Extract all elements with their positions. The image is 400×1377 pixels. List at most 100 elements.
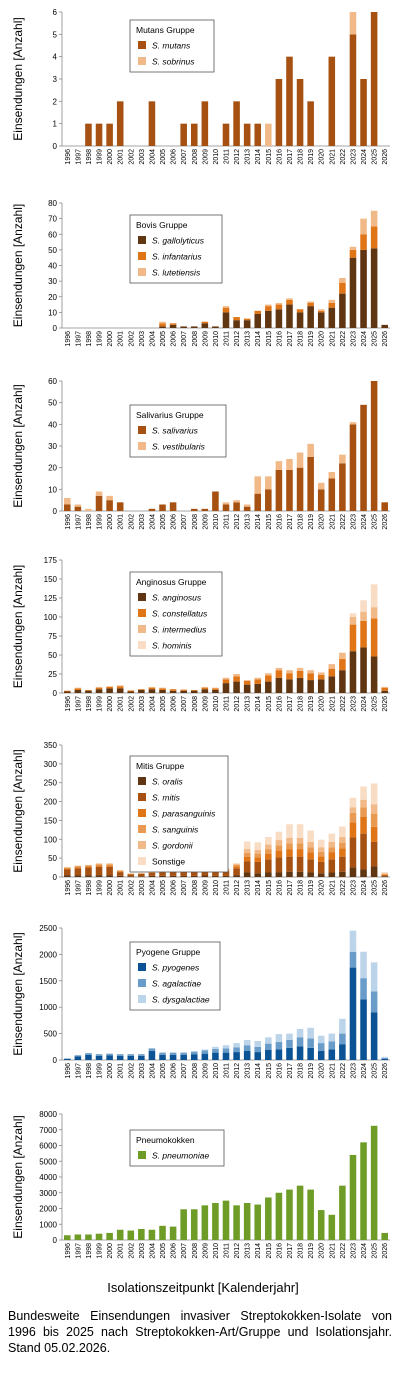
- bar-segment: [64, 868, 71, 870]
- legend-swatch: [138, 236, 146, 244]
- bar-segment: [265, 675, 272, 682]
- bar-segment: [190, 508, 198, 511]
- legend-swatch: [138, 625, 146, 633]
- x-tick-label: 1997: [75, 149, 82, 165]
- x-tick-label: 2008: [192, 149, 199, 165]
- y-tick-label: 4000: [39, 1173, 57, 1182]
- bar-segment: [275, 670, 283, 678]
- bar-segment: [339, 842, 346, 849]
- x-tick-label: 2008: [192, 696, 199, 712]
- x-tick-label: 1996: [65, 514, 72, 530]
- x-tick-label: 2000: [107, 880, 114, 896]
- bar-segment: [64, 691, 71, 693]
- bar-segment: [233, 681, 240, 693]
- x-tick-label: 2008: [192, 331, 199, 347]
- bar-segment: [339, 652, 346, 659]
- bar-segment: [233, 864, 240, 867]
- x-tick-label: 2004: [149, 1243, 156, 1259]
- y-axis-title: Einsendungen [Anzahl]: [11, 384, 25, 507]
- y-tick-label: 3: [53, 75, 58, 84]
- bar-segment: [370, 248, 378, 328]
- bar-segment: [265, 1043, 272, 1050]
- x-tick-label: 2024: [361, 696, 368, 712]
- x-tick-label: 2006: [171, 331, 178, 347]
- legend-swatch: [138, 641, 146, 649]
- x-tick-label: 1998: [86, 1243, 93, 1259]
- legend-entry-label: S. parasanguinis: [152, 809, 216, 819]
- x-tick-label: 2015: [266, 149, 273, 165]
- bar-segment: [328, 872, 336, 877]
- bar-segment: [243, 680, 251, 685]
- bar-segment: [370, 1125, 378, 1240]
- bar-segment: [201, 321, 209, 324]
- bar-segment: [286, 1047, 293, 1060]
- y-tick-label: 6000: [39, 1142, 57, 1151]
- bar-segment: [381, 875, 388, 877]
- bar-segment: [138, 1228, 145, 1240]
- bar-segment: [360, 234, 367, 250]
- bar-segment: [159, 504, 166, 511]
- bar-segment: [296, 79, 304, 146]
- x-tick-label: 2007: [181, 331, 188, 347]
- bar-segment: [286, 856, 293, 872]
- x-tick-label: 2011: [224, 696, 231, 711]
- bar-segment: [243, 1045, 251, 1052]
- legend-swatch: [138, 252, 146, 260]
- bar-segment: [254, 683, 262, 693]
- bar-segment: [349, 617, 357, 625]
- x-tick-label: 2024: [361, 514, 368, 530]
- bar-segment: [254, 313, 262, 328]
- x-tick-label: 2020: [319, 696, 326, 712]
- x-tick-label: 2022: [340, 696, 347, 712]
- legend-swatch: [138, 57, 146, 65]
- y-tick-label: 2000: [39, 950, 57, 959]
- bar-segment: [275, 309, 283, 328]
- x-tick-label: 2016: [276, 514, 283, 530]
- bar-segment: [286, 299, 293, 305]
- x-tick-label: 2010: [213, 696, 220, 712]
- bar-segment: [349, 651, 357, 693]
- bar-segment: [307, 847, 314, 853]
- bar-segment: [370, 584, 378, 608]
- bar-segment: [307, 301, 314, 303]
- legend-box: [129, 1129, 225, 1167]
- bar-segment: [233, 875, 240, 877]
- bar-segment: [169, 689, 177, 691]
- bar-segment: [190, 1051, 198, 1055]
- bar-segment: [159, 688, 166, 690]
- y-tick-label: 5000: [39, 1157, 57, 1166]
- bar-segment: [201, 1049, 209, 1051]
- bar-segment: [148, 689, 156, 693]
- legend-swatch: [138, 809, 146, 817]
- bar-segment: [233, 101, 240, 146]
- bar-segment: [360, 611, 367, 621]
- x-tick-label: 2023: [350, 1063, 357, 1079]
- x-tick-label: 2025: [372, 514, 379, 530]
- bar-segment: [74, 688, 82, 690]
- legend-entry-label: S. oralis: [152, 777, 183, 787]
- x-tick-label: 2022: [340, 331, 347, 347]
- bar-segment: [85, 1054, 92, 1060]
- x-tick-label: 2024: [361, 1243, 368, 1259]
- bar-segment: [85, 508, 92, 511]
- bar-segment: [317, 851, 325, 857]
- bar-segment: [381, 686, 388, 688]
- x-tick-label: 2005: [160, 1063, 167, 1079]
- bar-segment: [254, 677, 262, 680]
- bar-segment: [74, 687, 82, 689]
- x-tick-label: 2017: [287, 1243, 294, 1259]
- bar-segment: [254, 849, 262, 854]
- y-tick-label: 500: [44, 1030, 58, 1039]
- bar-segment: [349, 246, 357, 250]
- bar-segment: [296, 1037, 304, 1047]
- bar-segment: [95, 687, 103, 690]
- y-tick-label: 10: [48, 308, 57, 317]
- x-tick-label: 2016: [276, 149, 283, 165]
- bar-segment: [286, 871, 293, 877]
- x-tick-label: 2007: [181, 1063, 188, 1079]
- x-tick-label: 2015: [266, 1243, 273, 1259]
- x-tick-label: 2014: [255, 514, 262, 530]
- x-tick-label: 1999: [97, 1243, 104, 1259]
- bar-segment: [222, 677, 230, 680]
- bar-segment: [339, 454, 346, 464]
